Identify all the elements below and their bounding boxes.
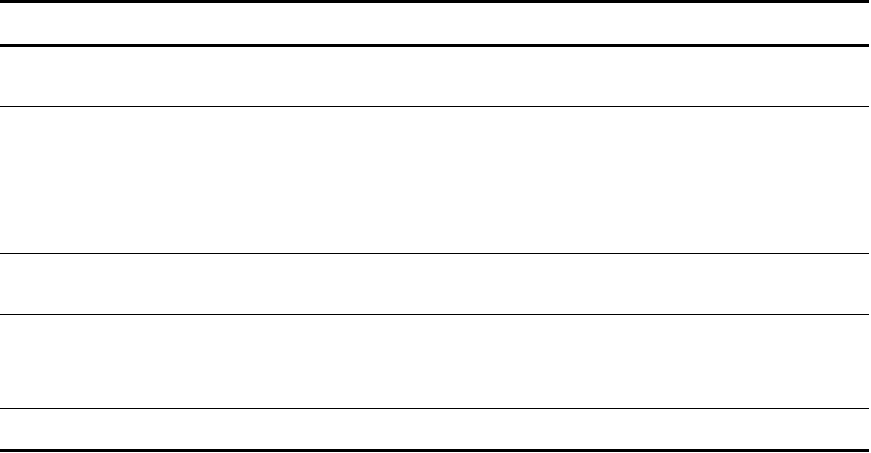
table-header-row	[0, 3, 869, 44]
header-bottom-rule	[0, 44, 869, 47]
table-row	[0, 315, 869, 408]
row-divider	[0, 314, 869, 315]
table-row	[0, 254, 869, 314]
table-row	[0, 107, 869, 253]
table-row	[0, 409, 869, 449]
row-divider	[0, 253, 869, 254]
table-top-rule	[0, 0, 869, 3]
row-divider	[0, 106, 869, 107]
table-row	[0, 47, 869, 106]
row-divider	[0, 408, 869, 409]
table-bottom-rule	[0, 449, 869, 452]
